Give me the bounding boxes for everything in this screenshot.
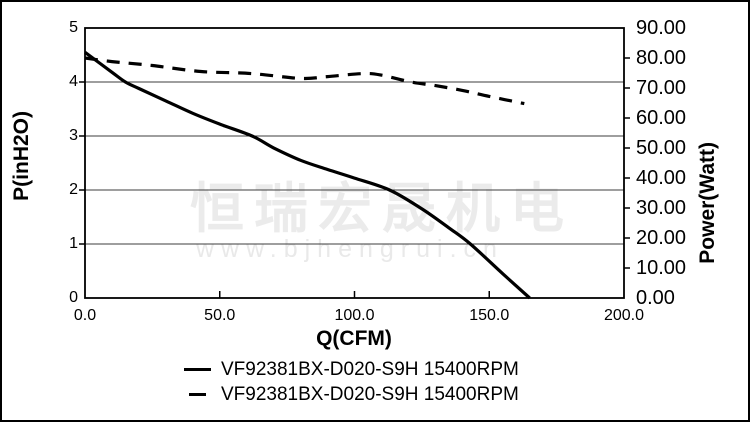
legend-label: VF92381BX-D020-S9H 15400RPM: [221, 358, 519, 380]
pressure-curve: [84, 51, 531, 300]
watermark-website: www.bjhengrui.cn: [196, 235, 504, 263]
legend-solid-line-icon: [179, 368, 215, 371]
y-axis-right-title: Power(Watt): [696, 142, 719, 264]
legend: VF92381BX-D020-S9H 15400RPM VF92381BX-D0…: [179, 357, 519, 407]
legend-dashed-line-icon: [179, 393, 215, 396]
watermark-company: 恒瑞宏晟机电: [190, 179, 574, 239]
legend-label: VF92381BX-D020-S9H 15400RPM: [221, 383, 519, 405]
legend-item-power-curve: VF92381BX-D020-S9H 15400RPM: [179, 382, 519, 407]
power-curve: [84, 56, 525, 106]
y-axis-left-title: P(inH2O): [10, 111, 33, 201]
legend-item-pressure-curve: VF92381BX-D020-S9H 15400RPM: [179, 357, 519, 382]
plot-border: [84, 27, 625, 299]
x-axis-title: Q(CFM): [316, 327, 392, 350]
